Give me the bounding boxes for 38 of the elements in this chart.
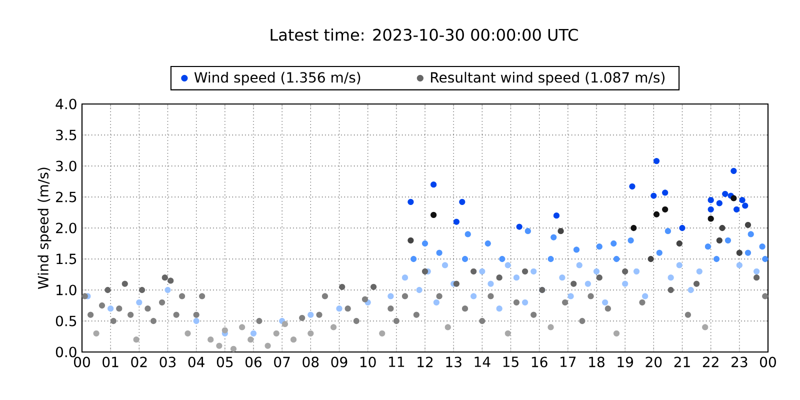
- x-tick-label: 18: [589, 356, 604, 368]
- x-tick-label: 00: [760, 356, 776, 368]
- y-tick-label: 1.0: [56, 284, 76, 296]
- x-tick-label: 09: [331, 356, 348, 368]
- x-tick-label: 01: [102, 356, 118, 368]
- x-tick-label: 14: [474, 356, 490, 367]
- x-tick-label: 06: [246, 356, 262, 368]
- x-tick-label: 21: [674, 356, 690, 368]
- x-tick-label: 11: [389, 356, 404, 367]
- x-tick-label: 17: [560, 356, 576, 367]
- y-tick-label: 0.0: [56, 346, 76, 358]
- y-tick-label: 0.5: [56, 316, 76, 326]
- y-tick-label: 4.0: [56, 98, 76, 110]
- x-tick-label: 15: [503, 356, 518, 368]
- y-tick-label: 2.5: [56, 192, 76, 202]
- legend-label: Wind speed (1.356 m/s): [194, 72, 360, 86]
- x-tick-label: 19: [618, 356, 634, 368]
- y-tick-label: 1.5: [56, 254, 76, 264]
- x-tick-label: 13: [446, 356, 462, 368]
- x-tick-label: 07: [274, 356, 290, 368]
- x-tick-label: 03: [160, 356, 176, 368]
- x-tick-label: 05: [216, 356, 233, 368]
- chart-title: Latest time: 2023-10-30 00:00:00 UTC: [270, 28, 578, 41]
- x-tick-label: 00: [74, 356, 90, 368]
- x-tick-label: 16: [532, 356, 548, 368]
- x-tick-label: 10: [360, 356, 376, 368]
- x-tick-label: 22: [702, 356, 718, 368]
- x-tick-label: 20: [646, 356, 662, 368]
- legend-label: Resultant wind speed (1.087 m/s): [431, 72, 664, 86]
- x-tick-label: 12: [418, 356, 433, 368]
- y-tick-label: 2.0: [56, 222, 76, 234]
- y-tick-label: 3.0: [56, 160, 76, 172]
- y-tick-label: 3.5: [56, 130, 76, 140]
- x-tick-label: 08: [302, 356, 319, 368]
- x-tick-label: 23: [732, 356, 748, 368]
- y-axis-title: Wind speed (m/s): [38, 168, 52, 290]
- x-tick-label: 04: [188, 356, 204, 368]
- x-tick-label: 02: [131, 356, 147, 368]
